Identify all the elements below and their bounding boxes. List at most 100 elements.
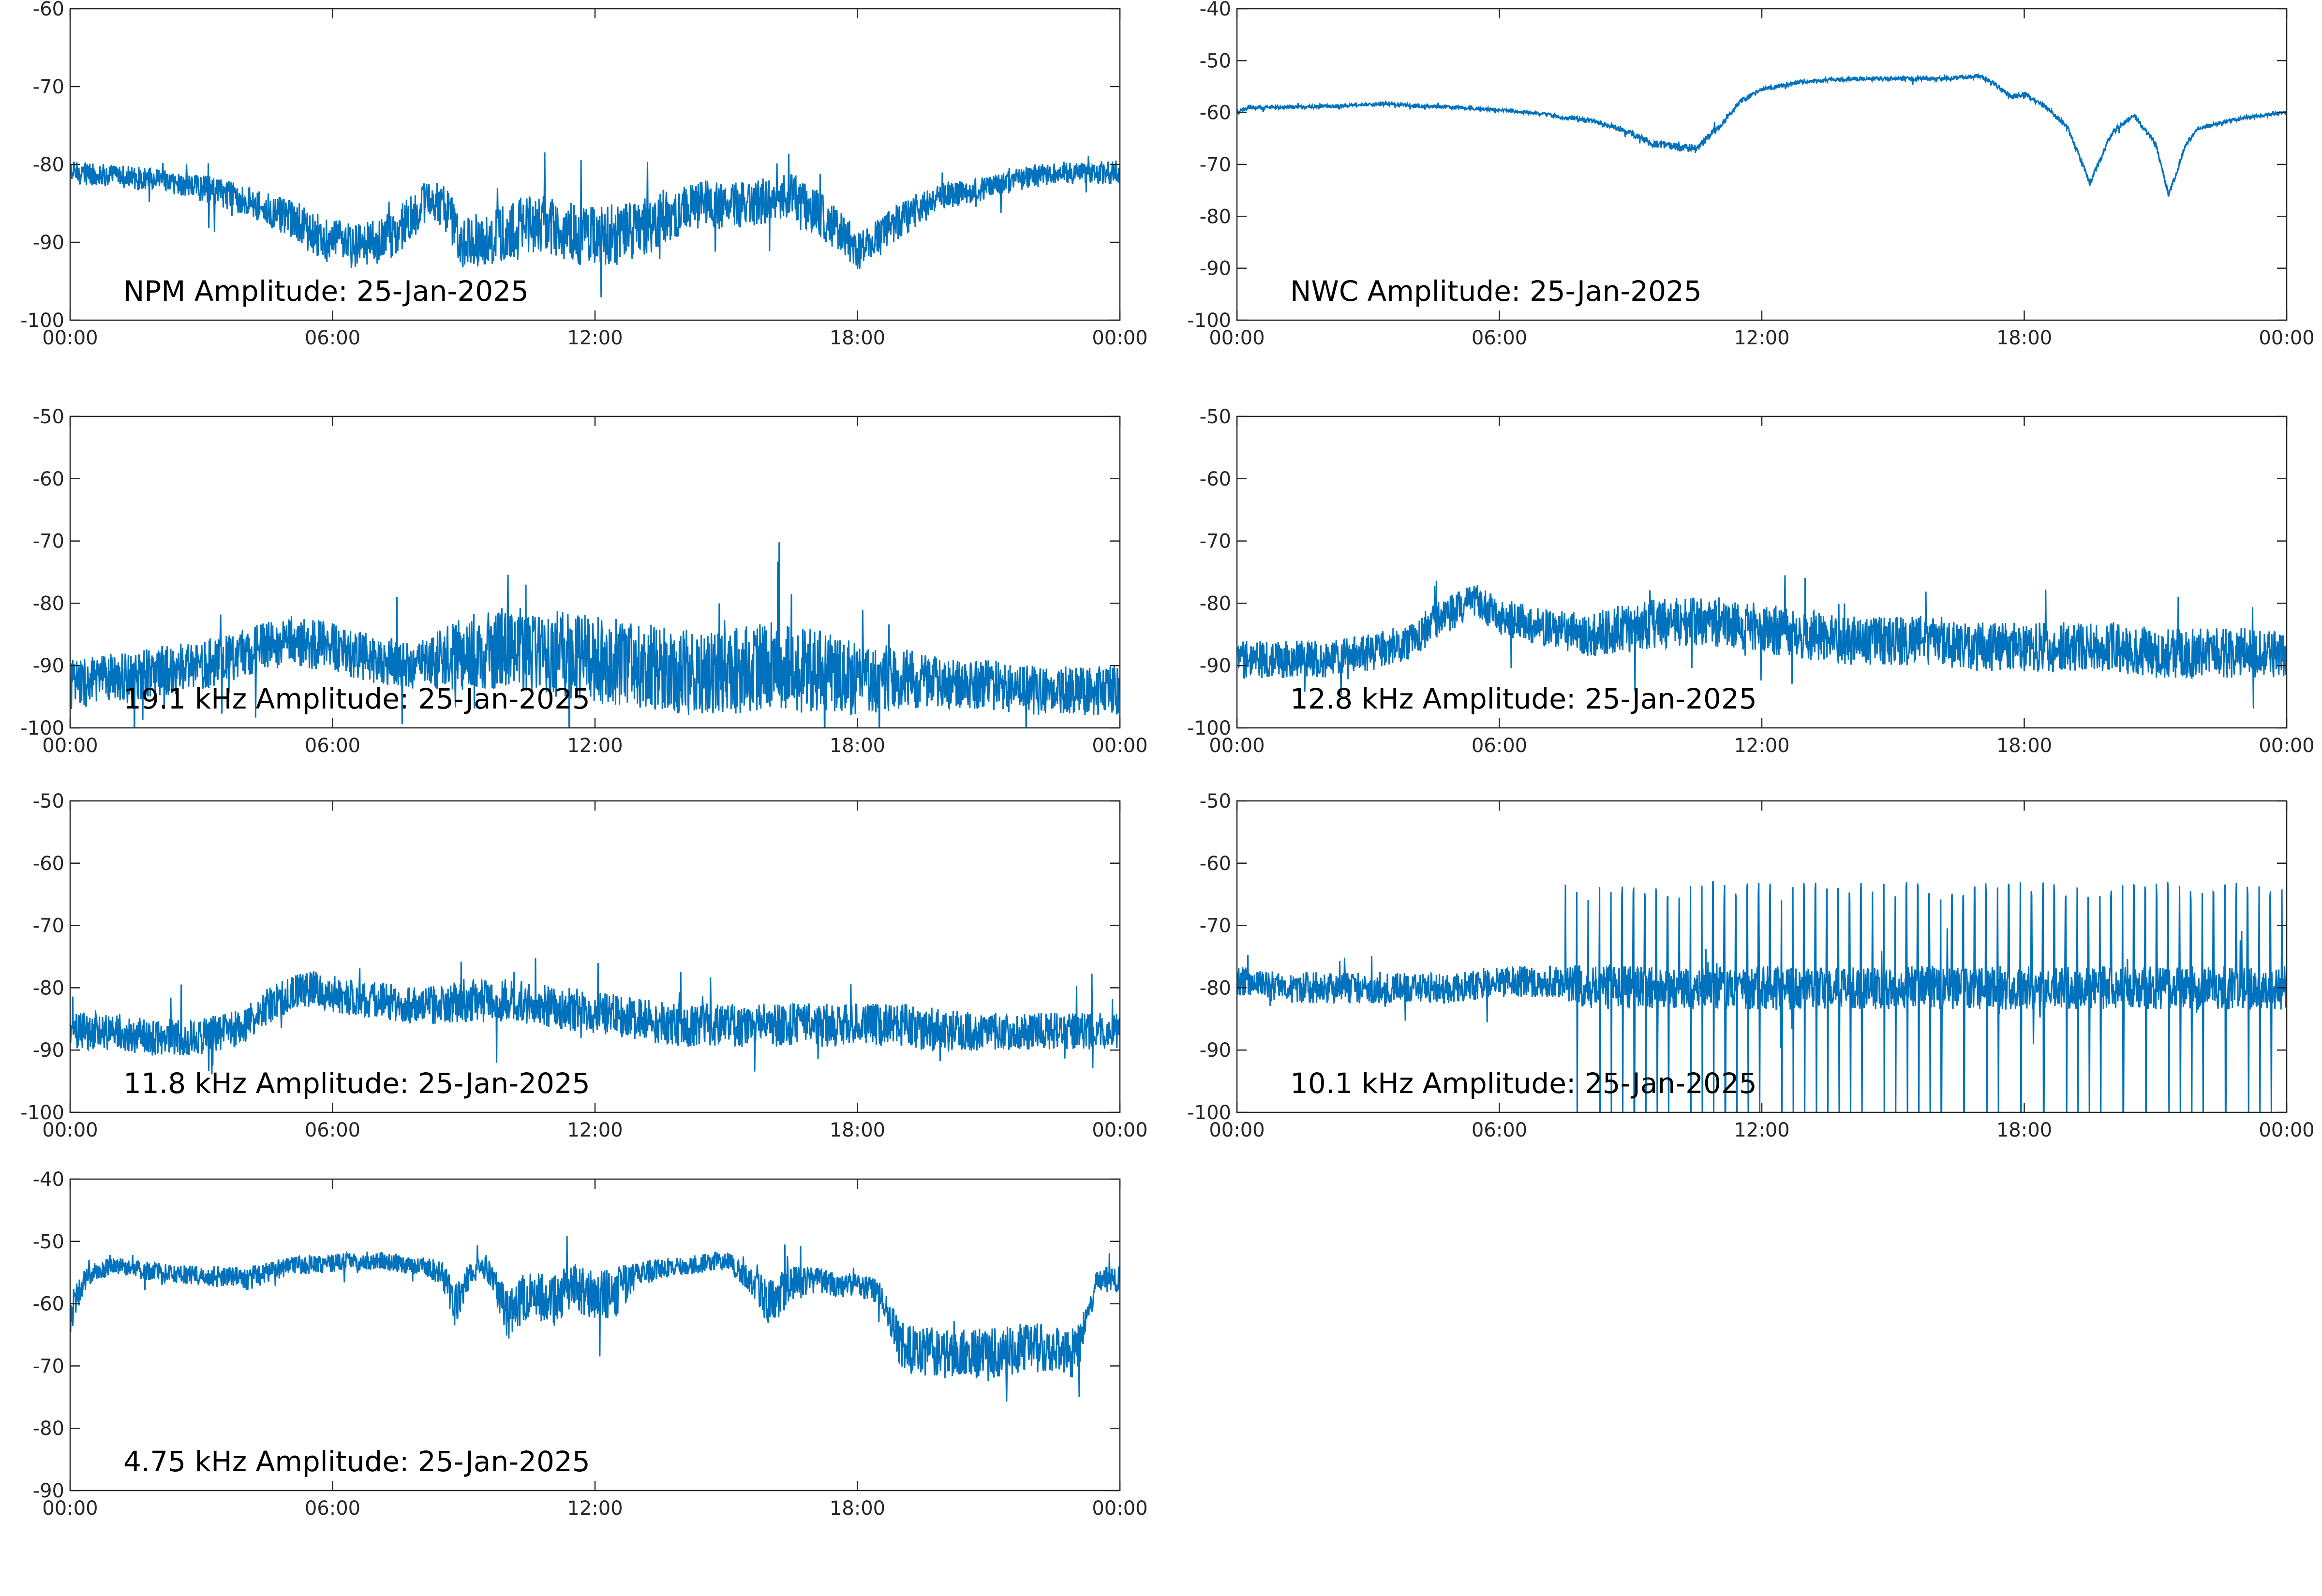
x-tick-label: 06:00 [305, 1497, 360, 1520]
y-tick-label: -80 [33, 154, 64, 176]
y-tick-label: -70 [1200, 915, 1231, 937]
x-tick-label: 00:00 [1209, 735, 1265, 757]
y-tick-label: -40 [33, 1168, 64, 1191]
x-tick-label: 00:00 [1092, 1119, 1147, 1141]
series-line-4-75-khz [70, 1236, 1120, 1402]
chart-panel-10-1-khz: -100 -90 -80 -70 -60 -50 00:00 06:00 12:00 18:00 0… [1187, 790, 2314, 1141]
y-tick-label: -80 [33, 592, 64, 615]
y-tick-label: -70 [33, 915, 64, 937]
y-tick-label: -60 [33, 1293, 64, 1315]
x-tick-label: 06:00 [305, 1119, 360, 1141]
y-tick-label: -100 [1187, 1102, 1231, 1124]
chart-panel-4-75-khz: -90 -80 -70 -60 -50 -40 00:00 06:00 12:00 18:00 00… [33, 1168, 1148, 1520]
x-tick-label: 00:00 [42, 327, 98, 349]
y-tick-label: -80 [1200, 977, 1231, 999]
y-tick-label: -60 [1200, 853, 1231, 875]
x-tick-label: 18:00 [830, 735, 885, 757]
x-tick-label: 12:00 [1734, 1119, 1789, 1141]
x-tick-label: 00:00 [2259, 327, 2314, 349]
y-tick-label: -90 [33, 1480, 64, 1502]
y-tick-label: -90 [1200, 655, 1231, 677]
series-line-10-1-khz [1237, 881, 2287, 1112]
chart-annotation: 11.8 kHz Amplitude: 25-Jan-2025 [123, 1067, 590, 1100]
y-tick-label: -50 [1200, 406, 1231, 428]
chart-annotation: NPM Amplitude: 25-Jan-2025 [123, 275, 529, 308]
x-tick-label: 00:00 [1209, 327, 1265, 349]
x-tick-label: 00:00 [42, 735, 98, 757]
plot-frame [1236, 415, 2288, 729]
plot-frame [69, 800, 1121, 1113]
chart-annotation: 10.1 kHz Amplitude: 25-Jan-2025 [1290, 1067, 1757, 1100]
x-tick-label: 06:00 [1472, 735, 1527, 757]
y-tick-label: -70 [1200, 154, 1231, 176]
series-line-nwc [1237, 73, 2287, 197]
chart-panel-npm: -100 -90 -80 -70 -60 00:00 06:00 12:00 18:00 00:0… [20, 0, 1147, 349]
x-tick-label: 12:00 [1734, 327, 1789, 349]
x-tick-label: 12:00 [1734, 735, 1789, 757]
plot-frame [1236, 800, 2288, 1113]
x-tick-label: 00:00 [42, 1497, 98, 1520]
series-line-19-1-khz [70, 542, 1120, 728]
y-tick-label: -80 [1200, 592, 1231, 615]
x-tick-label: 00:00 [1209, 1119, 1265, 1141]
x-tick-label: 06:00 [1472, 327, 1527, 349]
x-tick-label: 18:00 [830, 327, 885, 349]
y-tick-label: -60 [33, 468, 64, 490]
x-tick-label: 00:00 [2259, 735, 2314, 757]
y-tick-label: -100 [1187, 310, 1231, 332]
y-tick-label: -40 [1200, 0, 1231, 20]
plot-frame [69, 8, 1121, 321]
y-tick-label: -90 [33, 655, 64, 677]
series-line-npm [70, 152, 1120, 297]
y-tick-label: -90 [33, 1039, 64, 1062]
y-tick-label: -70 [33, 76, 64, 98]
series-line-11-8-khz [70, 958, 1120, 1075]
chart-panel-nwc: -100 -90 -80 -70 -60 -50 -40 00:00 06:00 12:00 18:… [1187, 0, 2314, 349]
x-tick-label: 18:00 [830, 1497, 885, 1520]
y-tick-label: -50 [33, 790, 64, 813]
chart-annotation: NWC Amplitude: 25-Jan-2025 [1290, 275, 1702, 308]
y-tick-label: -70 [1200, 531, 1231, 553]
plot-frame [1236, 8, 2288, 321]
y-tick-label: -70 [33, 531, 64, 553]
x-tick-label: 00:00 [1092, 735, 1147, 757]
x-tick-label: 06:00 [1472, 1119, 1527, 1141]
x-tick-label: 18:00 [830, 1119, 885, 1141]
x-tick-label: 12:00 [567, 1497, 623, 1520]
y-tick-label: -80 [33, 1418, 64, 1440]
x-tick-label: 18:00 [1996, 327, 2052, 349]
chart-panel-12-8-khz: -100 -90 -80 -70 -60 -50 00:00 06:00 12:00 18:00 0… [1187, 406, 2314, 757]
x-tick-label: 00:00 [2259, 1119, 2314, 1141]
x-tick-label: 00:00 [1092, 1497, 1147, 1520]
x-tick-label: 18:00 [1996, 1119, 2052, 1141]
x-tick-label: 00:00 [1092, 327, 1147, 349]
y-tick-label: -100 [20, 1102, 64, 1124]
y-tick-label: -90 [1200, 258, 1231, 280]
x-tick-label: 06:00 [305, 735, 360, 757]
chart-annotation: 19.1 kHz Amplitude: 25-Jan-2025 [123, 682, 590, 715]
x-tick-label: 00:00 [42, 1119, 98, 1141]
y-tick-label: -50 [33, 1231, 64, 1253]
chart-panel-11-8-khz: -100 -90 -80 -70 -60 -50 00:00 06:00 12:00 18:00 0… [20, 790, 1147, 1141]
y-tick-label: -90 [1200, 1039, 1231, 1062]
y-tick-label: -80 [33, 977, 64, 999]
x-tick-label: 12:00 [567, 735, 623, 757]
y-tick-label: -50 [33, 406, 64, 428]
x-tick-label: 18:00 [1996, 735, 2052, 757]
y-tick-label: -80 [1200, 206, 1231, 228]
y-tick-label: -60 [33, 0, 64, 20]
y-tick-label: -90 [33, 232, 64, 254]
y-tick-label: -60 [1200, 102, 1231, 124]
y-tick-label: -100 [20, 310, 64, 332]
y-tick-label: -50 [1200, 50, 1231, 72]
y-tick-label: -100 [1187, 717, 1231, 739]
x-tick-label: 06:00 [305, 327, 360, 349]
y-tick-label: -100 [20, 717, 64, 739]
x-tick-label: 12:00 [567, 327, 623, 349]
y-tick-label: -60 [1200, 468, 1231, 490]
x-tick-label: 12:00 [567, 1119, 623, 1141]
y-tick-label: -70 [33, 1355, 64, 1377]
y-tick-label: -60 [33, 853, 64, 875]
chart-annotation: 4.75 kHz Amplitude: 25-Jan-2025 [123, 1445, 590, 1478]
